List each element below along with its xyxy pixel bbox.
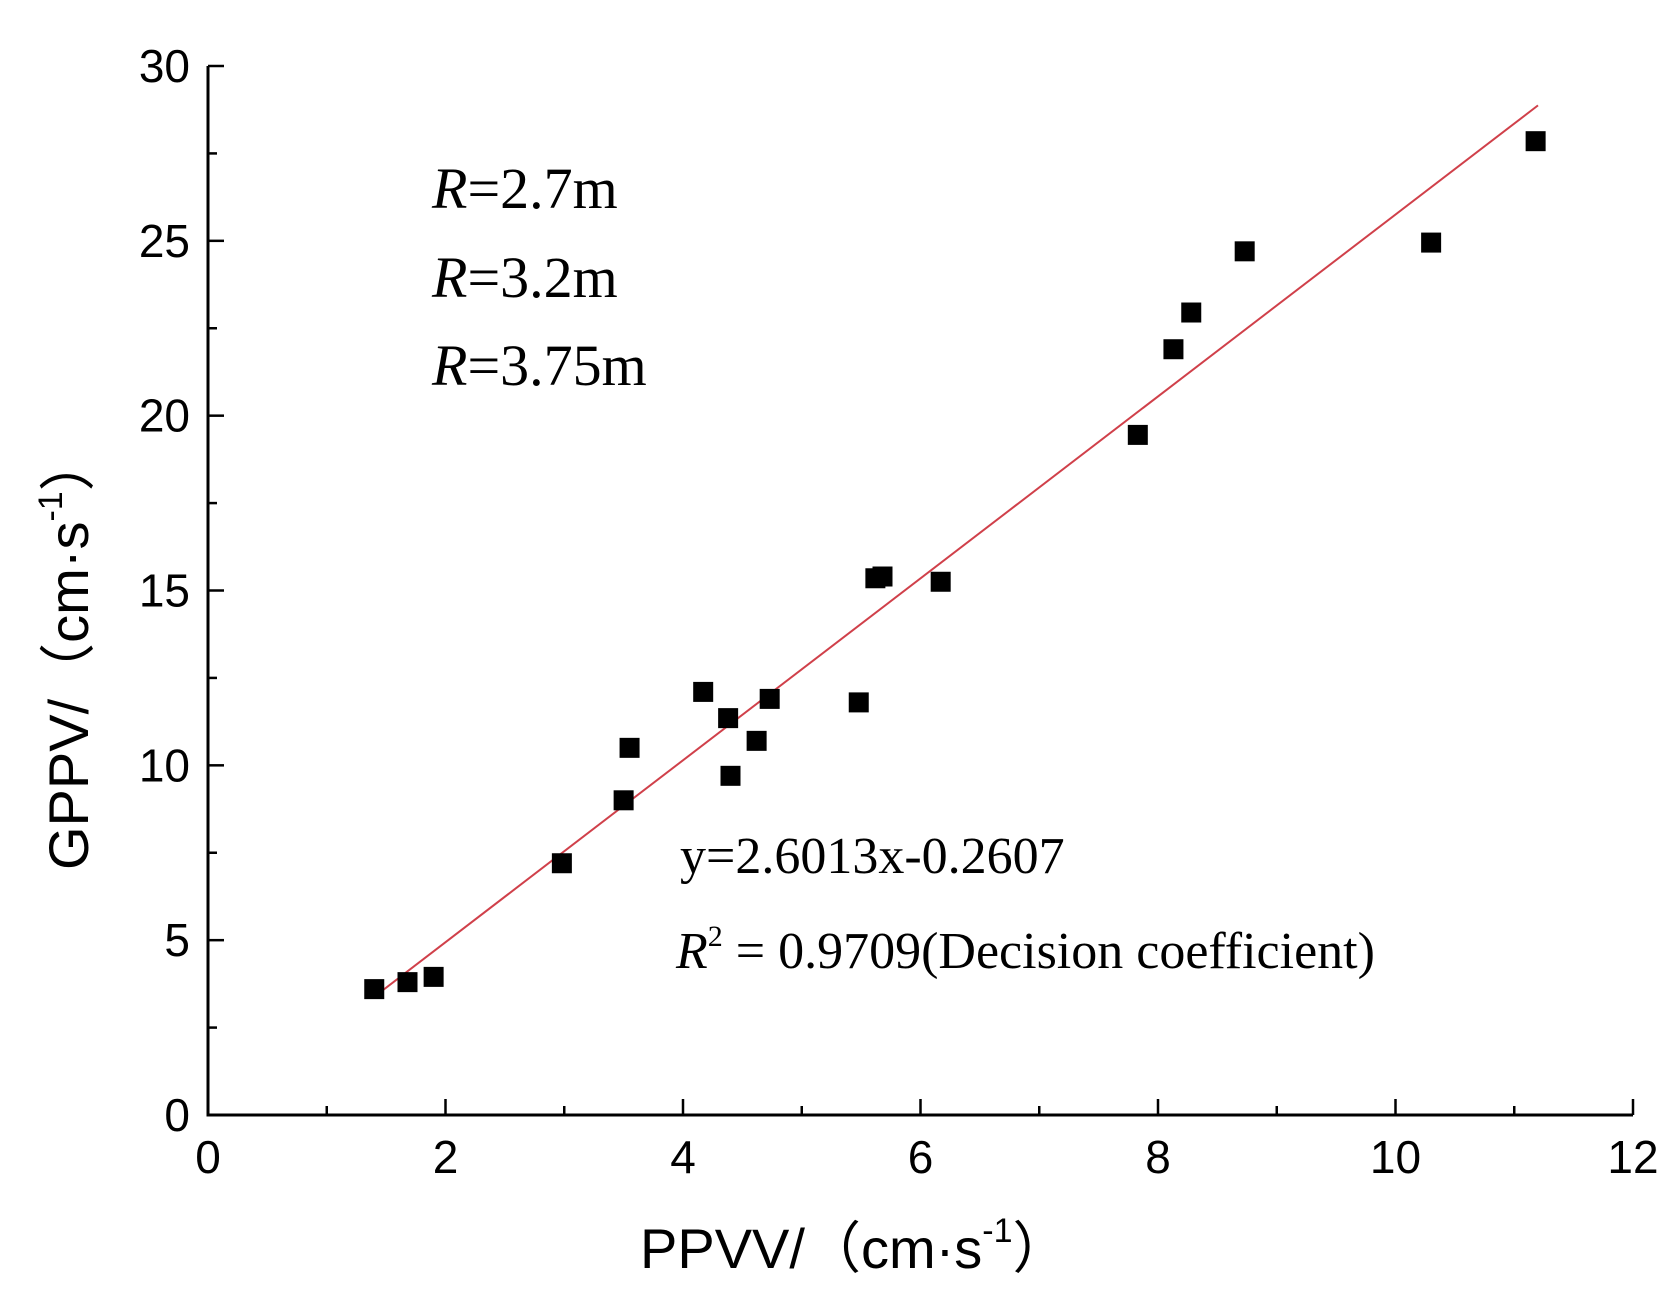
data-point xyxy=(551,853,572,874)
fit-line xyxy=(379,104,1539,994)
data-point xyxy=(693,681,714,702)
axis-ticks: 0 2 4 6 8 10 12 0 5 10 15 20 25 30 xyxy=(139,40,1659,1183)
x-tick-label: 4 xyxy=(670,1131,696,1183)
data-point xyxy=(720,765,741,786)
data-points-layer xyxy=(364,131,1546,1000)
data-point xyxy=(872,566,893,587)
x-tick-label: 8 xyxy=(1145,1131,1171,1183)
fit-line-layer xyxy=(379,104,1539,994)
x-tick-label: 0 xyxy=(195,1131,221,1183)
y-tick-label: 0 xyxy=(164,1089,190,1141)
legend-entry-1: R=2.7m xyxy=(431,156,618,221)
data-point xyxy=(746,730,767,751)
data-point xyxy=(423,966,444,987)
y-tick-label: 25 xyxy=(139,215,190,267)
y-tick-label: 20 xyxy=(139,390,190,442)
legend-entry-2: R=3.2m xyxy=(431,245,618,310)
data-point xyxy=(364,979,385,1000)
data-point xyxy=(397,972,418,993)
data-point xyxy=(1163,339,1184,360)
data-point xyxy=(718,708,739,729)
r-squared-annotation: R2 = 0.9709(Decision coefficient) xyxy=(675,920,1375,980)
y-tick-label: 10 xyxy=(139,739,190,791)
fit-equation: y=2.6013x-0.2607 xyxy=(680,828,1065,885)
x-tick-label: 6 xyxy=(908,1131,934,1183)
data-point xyxy=(1421,232,1442,253)
data-point xyxy=(1525,131,1546,152)
y-tick-label: 15 xyxy=(139,565,190,617)
data-point xyxy=(1234,241,1255,262)
x-tick-label: 10 xyxy=(1370,1131,1421,1183)
data-point xyxy=(930,571,951,592)
data-point xyxy=(1127,424,1148,445)
data-point xyxy=(613,790,634,811)
legend-entry-3: R=3.75m xyxy=(431,333,647,398)
y-tick-label: 30 xyxy=(139,40,190,92)
x-tick-label: 12 xyxy=(1607,1131,1658,1183)
y-axis-title: GPPV/（cm·s-1） xyxy=(32,435,100,870)
x-axis-title: PPVV/（cm·s-1） xyxy=(640,1212,1069,1280)
data-point xyxy=(759,688,780,709)
data-point xyxy=(848,692,869,713)
data-point xyxy=(1181,302,1202,323)
x-tick-label: 2 xyxy=(433,1131,459,1183)
data-point xyxy=(619,737,640,758)
y-tick-label: 5 xyxy=(164,914,190,966)
